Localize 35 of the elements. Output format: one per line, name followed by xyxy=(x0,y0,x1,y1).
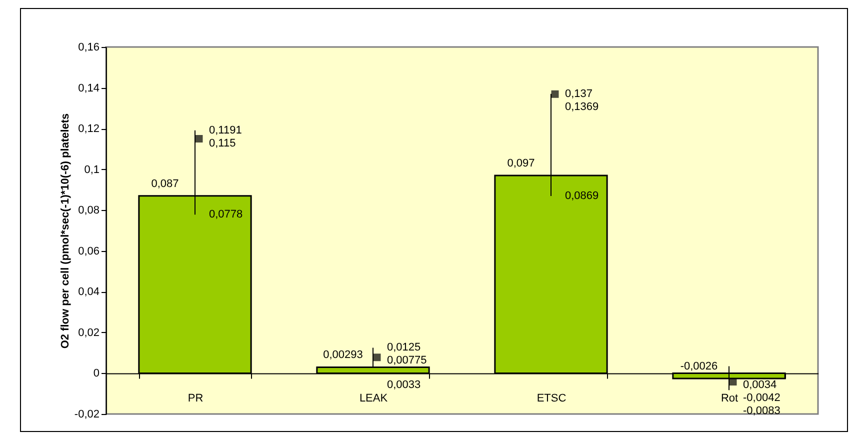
point xyxy=(729,378,737,386)
y-tick-label: -0,02 xyxy=(74,408,100,420)
annotation: 0,0034 xyxy=(743,379,777,392)
y-tick-label: 0,12 xyxy=(78,123,100,136)
data-label: -0,0042 xyxy=(743,392,780,404)
x-tick-label: LEAK xyxy=(359,392,388,405)
y-tick-label: 0,08 xyxy=(78,204,100,217)
y-tick-label: 0,06 xyxy=(78,245,100,258)
annotation: 0,0033 xyxy=(387,379,421,392)
x-tick-label: PR xyxy=(188,392,204,405)
annotation: 0,0778 xyxy=(209,208,243,221)
y-tick-label: 0,14 xyxy=(78,82,100,94)
data-label: 0,00293 xyxy=(323,349,363,362)
annotation: 0,0125 xyxy=(387,342,421,354)
data-label: -0,0026 xyxy=(680,360,718,373)
data-label: 0,00775 xyxy=(387,354,427,367)
point xyxy=(551,90,559,98)
x-tick-label: Rot xyxy=(720,392,738,405)
data-label: 0,097 xyxy=(507,157,535,170)
annotation: -0,0083 xyxy=(743,405,780,418)
annotation: 0,0869 xyxy=(565,190,599,202)
y-axis-title: O2 flow per cell (pmol*sec(-1)*10(-6) platelets xyxy=(59,113,72,349)
data-label: 0,115 xyxy=(209,137,236,150)
annotation: 0,1191 xyxy=(209,124,242,136)
data-label: 0,087 xyxy=(151,178,179,190)
y-tick-label: 0,1 xyxy=(84,164,100,176)
data-label: 0,1369 xyxy=(565,100,599,113)
point xyxy=(195,135,203,142)
y-tick-label: 0 xyxy=(93,368,100,380)
point xyxy=(373,354,381,362)
y-tick-label: 0,16 xyxy=(78,42,100,54)
x-tick-label: ETSC xyxy=(536,392,566,405)
y-tick-label: 0,04 xyxy=(78,286,100,298)
annotation: 0,137 xyxy=(565,88,593,100)
y-tick-label: 0,02 xyxy=(78,326,100,339)
